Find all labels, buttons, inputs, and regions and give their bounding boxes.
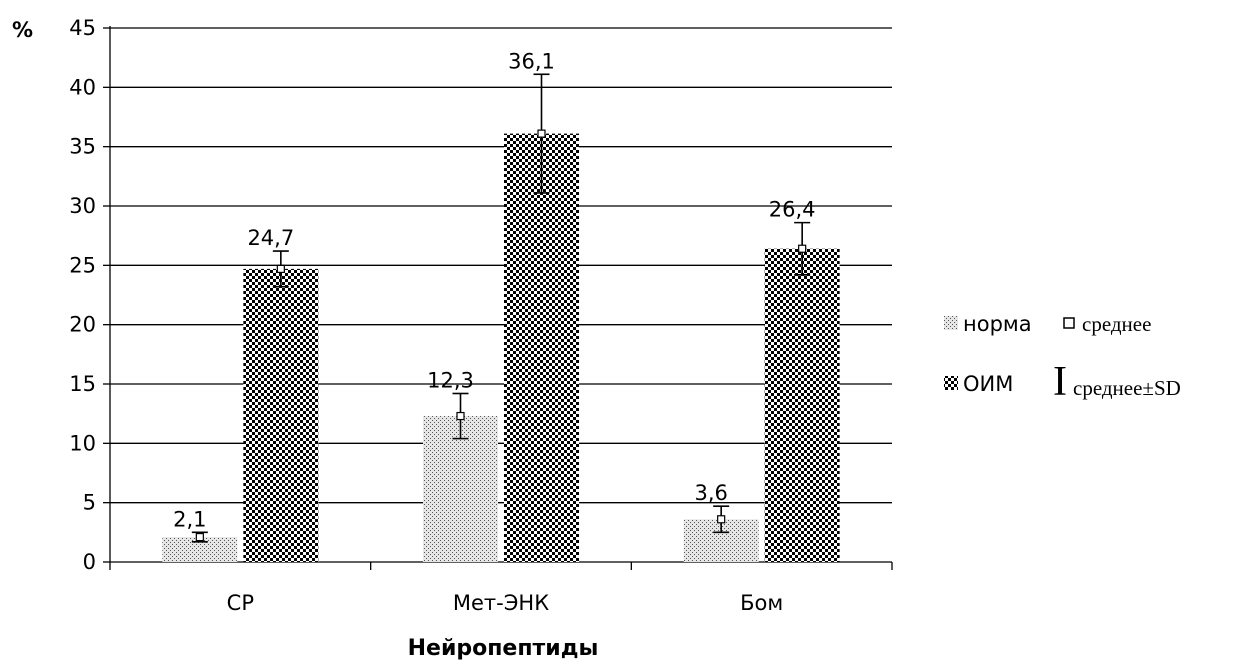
legend-mean-marker [1063, 317, 1075, 329]
legend-swatch-norma [944, 316, 958, 330]
data-label: 2,1 [173, 507, 206, 531]
data-label: 3,6 [694, 481, 727, 505]
y-tick-label: 20 [69, 313, 96, 337]
bar-oim [504, 133, 579, 562]
y-tick-label: 40 [69, 75, 96, 99]
mean-marker [717, 515, 726, 524]
y-tick-label: 25 [69, 253, 96, 277]
legend-swatch-oim [944, 376, 958, 390]
data-label: 12,3 [427, 368, 474, 392]
error-bars [191, 73, 811, 543]
gridlines [110, 27, 892, 504]
y-tick-label: 0 [83, 550, 96, 574]
y-tick-label: 35 [69, 135, 96, 159]
legend-errorbar-glyph: I [1053, 359, 1067, 405]
mean-marker [537, 129, 546, 138]
mean-marker [276, 264, 285, 273]
legend-label-oim: ОИМ [963, 372, 1013, 396]
legend-label-norma: норма [963, 312, 1032, 336]
x-axis-title: Нейропептиды [408, 636, 599, 661]
y-tick-label: 10 [69, 431, 96, 455]
x-category-label: СР [227, 591, 254, 615]
legend: норма среднее ОИМ I среднее±SD [944, 312, 1181, 405]
data-label: 36,1 [508, 49, 555, 73]
x-category-label: Бом [740, 591, 783, 615]
bar-oim [243, 268, 319, 562]
mean-marker [195, 532, 204, 542]
data-label: 24,7 [247, 226, 294, 250]
y-tick-label: 45 [69, 16, 96, 40]
y-tick-label: 15 [69, 372, 96, 396]
mean-marker [798, 244, 807, 253]
y-tick-label: 5 [83, 491, 96, 515]
bars [162, 133, 840, 562]
unit-label: % [12, 18, 33, 42]
mean-marker [456, 411, 465, 421]
legend-label-sd: среднее±SD [1073, 376, 1181, 400]
x-category-label: Мет-ЭНК [453, 591, 549, 615]
legend-label-mean: среднее [1082, 312, 1151, 336]
data-labels: 2,1 24,7 12,3 36,1 3,6 26,4 [173, 49, 815, 531]
bar-oim [764, 248, 840, 562]
bar-norma [423, 416, 498, 562]
axes: 0 5 10 15 20 25 30 35 40 45 СР Мет-ЭНК Бом [69, 16, 893, 615]
data-label: 26,4 [769, 198, 816, 222]
y-tick-label: 30 [69, 194, 96, 218]
